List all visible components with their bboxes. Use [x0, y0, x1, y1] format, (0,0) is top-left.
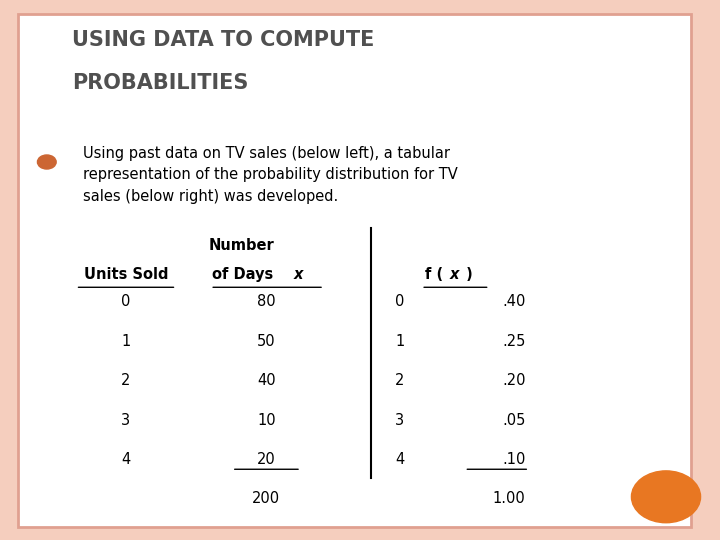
Text: Using past data on TV sales (below left), a tabular
representation of the probab: Using past data on TV sales (below left)… [83, 146, 457, 204]
Text: PROBABILITIES: PROBABILITIES [72, 73, 248, 93]
Text: x: x [450, 267, 459, 282]
Text: .25: .25 [503, 334, 526, 349]
Circle shape [37, 155, 56, 169]
Text: 2: 2 [121, 373, 131, 388]
Text: .20: .20 [502, 373, 526, 388]
Text: 3: 3 [395, 413, 404, 428]
Text: 4: 4 [122, 452, 130, 467]
Text: 200: 200 [252, 491, 281, 507]
Text: 50: 50 [257, 334, 276, 349]
Text: 0: 0 [121, 294, 131, 309]
Text: 20: 20 [257, 452, 276, 467]
Text: .40: .40 [503, 294, 526, 309]
Text: 4: 4 [395, 452, 404, 467]
Text: 2: 2 [395, 373, 405, 388]
Text: of Days: of Days [212, 267, 279, 282]
Text: .10: .10 [503, 452, 526, 467]
Text: 1: 1 [395, 334, 404, 349]
Text: 80: 80 [257, 294, 276, 309]
Text: .05: .05 [503, 413, 526, 428]
Text: Number: Number [208, 238, 274, 253]
Text: ): ) [461, 267, 472, 282]
Text: f (: f ( [425, 267, 443, 282]
Text: x: x [294, 267, 303, 282]
Text: 1.00: 1.00 [493, 491, 526, 507]
Text: 40: 40 [257, 373, 276, 388]
Text: 0: 0 [395, 294, 405, 309]
Text: USING DATA TO COMPUTE: USING DATA TO COMPUTE [72, 30, 374, 50]
Text: 10: 10 [257, 413, 276, 428]
Text: Units Sold: Units Sold [84, 267, 168, 282]
Text: 1: 1 [122, 334, 130, 349]
Text: 3: 3 [122, 413, 130, 428]
Circle shape [631, 471, 701, 523]
